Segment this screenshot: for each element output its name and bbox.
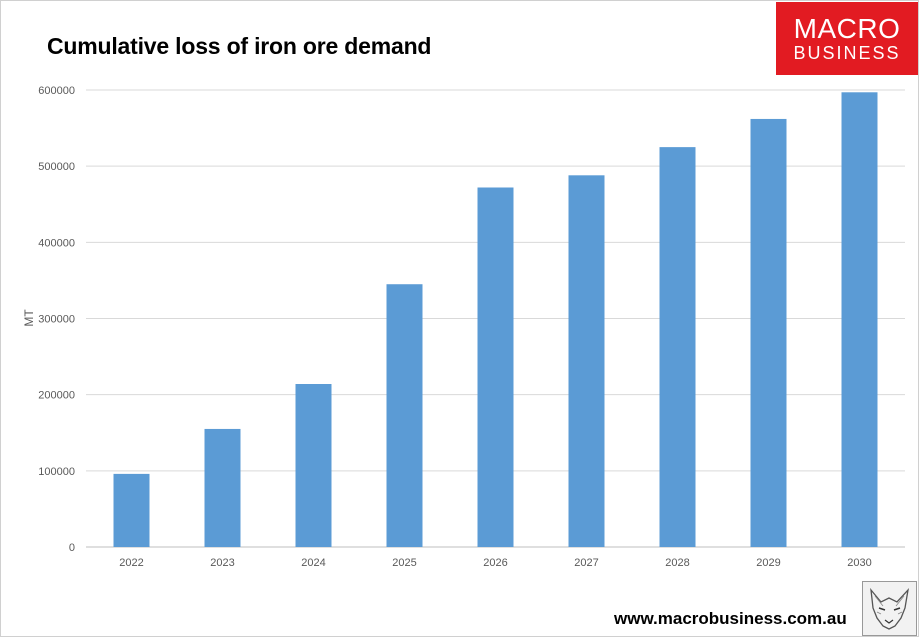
chart-title: Cumulative loss of iron ore demand — [47, 33, 432, 59]
x-tick-label: 2027 — [574, 557, 598, 569]
bars — [113, 92, 878, 548]
y-tick-label: 0 — [69, 542, 75, 554]
y-tick-label: 500000 — [38, 161, 75, 173]
y-axis-label: MT — [22, 309, 36, 327]
wolf-mascot-icon — [862, 581, 917, 636]
website-url: www.macrobusiness.com.au — [614, 609, 847, 628]
bar-2027 — [568, 175, 605, 547]
x-tick-label: 2026 — [483, 557, 507, 569]
logo-line-1: MACRO — [793, 13, 901, 44]
x-tick-label: 2030 — [847, 557, 871, 569]
bar-2022 — [113, 473, 150, 547]
bar-2030 — [841, 92, 878, 547]
x-tick-label: 2025 — [392, 557, 416, 569]
x-tick-labels: 2022 2023 2024 2025 2026 2027 2028 2029 2030 — [119, 557, 871, 569]
macrobusiness-logo: MACRO BUSINESS — [776, 2, 918, 75]
x-tick-label: 2028 — [665, 557, 689, 569]
y-tick-label: 100000 — [38, 466, 75, 478]
y-tick-label: 600000 — [38, 85, 75, 97]
x-tick-label: 2022 — [119, 557, 143, 569]
x-tick-label: 2024 — [301, 557, 325, 569]
y-tick-label: 400000 — [38, 237, 75, 249]
x-tick-label: 2029 — [756, 557, 780, 569]
y-tick-label: 300000 — [38, 314, 75, 326]
bar-2025 — [386, 284, 423, 547]
x-tick-label: 2023 — [210, 557, 234, 569]
y-tick-label: 200000 — [38, 390, 75, 402]
bar-2029 — [750, 118, 787, 548]
bar-2026 — [477, 187, 514, 547]
y-tick-labels: 0 100000 200000 300000 400000 500000 600000 — [38, 85, 75, 554]
bar-2028 — [659, 147, 696, 547]
bar-2024 — [295, 384, 332, 547]
logo-line-2: BUSINESS — [793, 43, 901, 63]
bar-2023 — [204, 428, 241, 547]
